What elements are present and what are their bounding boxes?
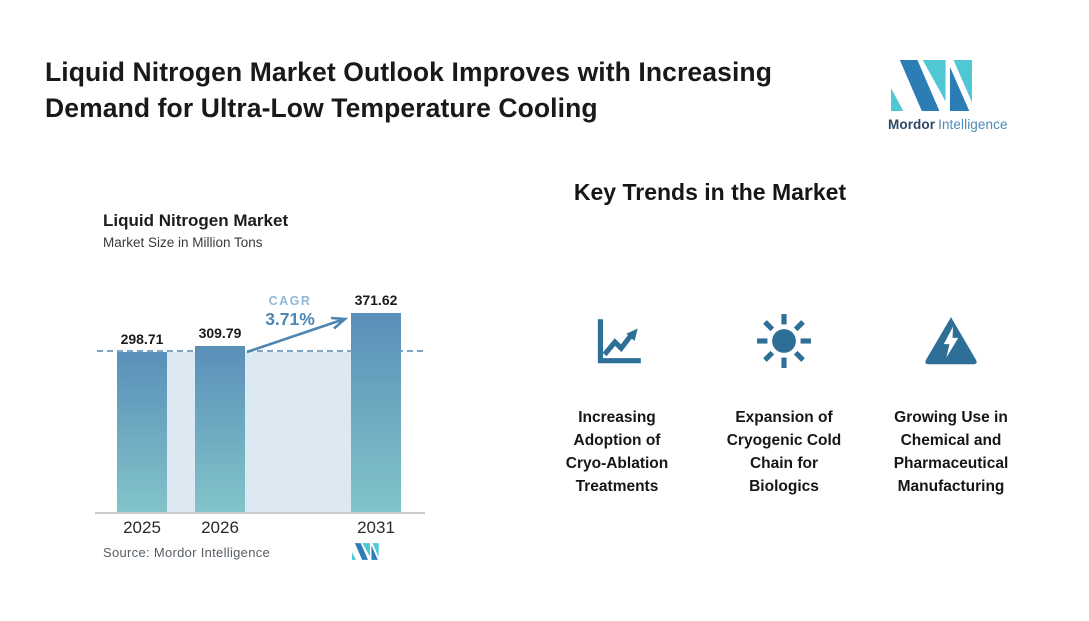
bar-group-2031: 371.62 xyxy=(351,292,401,512)
x-tick-2025: 2025 xyxy=(123,518,161,537)
trend-item-cryo-ablation: Increasing Adoption of Cryo-Ablation Tre… xyxy=(532,310,702,498)
bar xyxy=(195,346,245,512)
brand-name-bold: Mordor xyxy=(888,117,936,132)
mordor-logo: Mordor Intelligence xyxy=(888,60,1007,132)
mordor-logo-icon xyxy=(891,60,972,111)
x-tick-2031: 2031 xyxy=(357,518,395,537)
baseline-dashed-line xyxy=(97,350,423,352)
sun-icon xyxy=(757,314,811,368)
trend-text: Increasing Adoption of Cryo-Ablation Tre… xyxy=(565,409,669,495)
source-note: Source: Mordor Intelligence xyxy=(103,545,271,560)
trend-text: Growing Use in Chemical and Pharmaceutic… xyxy=(893,409,1009,495)
key-trends-heading: Key Trends in the Market xyxy=(573,179,847,205)
trend-text: Expansion of Cryogenic Cold Chain for Bi… xyxy=(726,409,842,495)
bar-value-label: 371.62 xyxy=(354,292,398,308)
plot-area: 298.71 309.79 371.62 CAGR 3.71% 2025 2 xyxy=(95,290,425,537)
brand-text: Mordor Intelligence xyxy=(888,117,1007,132)
bar xyxy=(117,352,167,512)
bar-group-2025: 298.71 xyxy=(117,331,167,512)
warning-lightning-icon xyxy=(925,317,977,365)
cagr-annotation: CAGR 3.71% xyxy=(235,294,345,330)
cagr-arrow-icon xyxy=(246,316,349,354)
mordor-logo-mini-icon xyxy=(352,543,379,560)
chart-subtitle: Market Size in Million Tons xyxy=(103,235,263,250)
page-title: Liquid Nitrogen Market Outlook Improves … xyxy=(45,57,772,123)
cagr-value: 3.71% xyxy=(265,309,315,329)
chart-title: Liquid Nitrogen Market xyxy=(103,211,289,230)
brand-name-light: Intelligence xyxy=(938,117,1008,132)
bar-value-label: 309.79 xyxy=(198,325,242,341)
bar-group-2026: 309.79 xyxy=(195,325,245,512)
line-chart-icon xyxy=(597,319,641,364)
bar xyxy=(351,313,401,512)
trend-item-cold-chain: Expansion of Cryogenic Cold Chain for Bi… xyxy=(699,310,869,498)
trend-item-chem-pharma: Growing Use in Chemical and Pharmaceutic… xyxy=(866,310,1036,498)
x-axis-line xyxy=(95,512,425,514)
bar-value-label: 298.71 xyxy=(120,331,164,347)
market-size-chart: Liquid Nitrogen Market Market Size in Mi… xyxy=(95,205,425,577)
cagr-label: CAGR xyxy=(268,294,312,308)
x-tick-2026: 2026 xyxy=(201,518,239,537)
